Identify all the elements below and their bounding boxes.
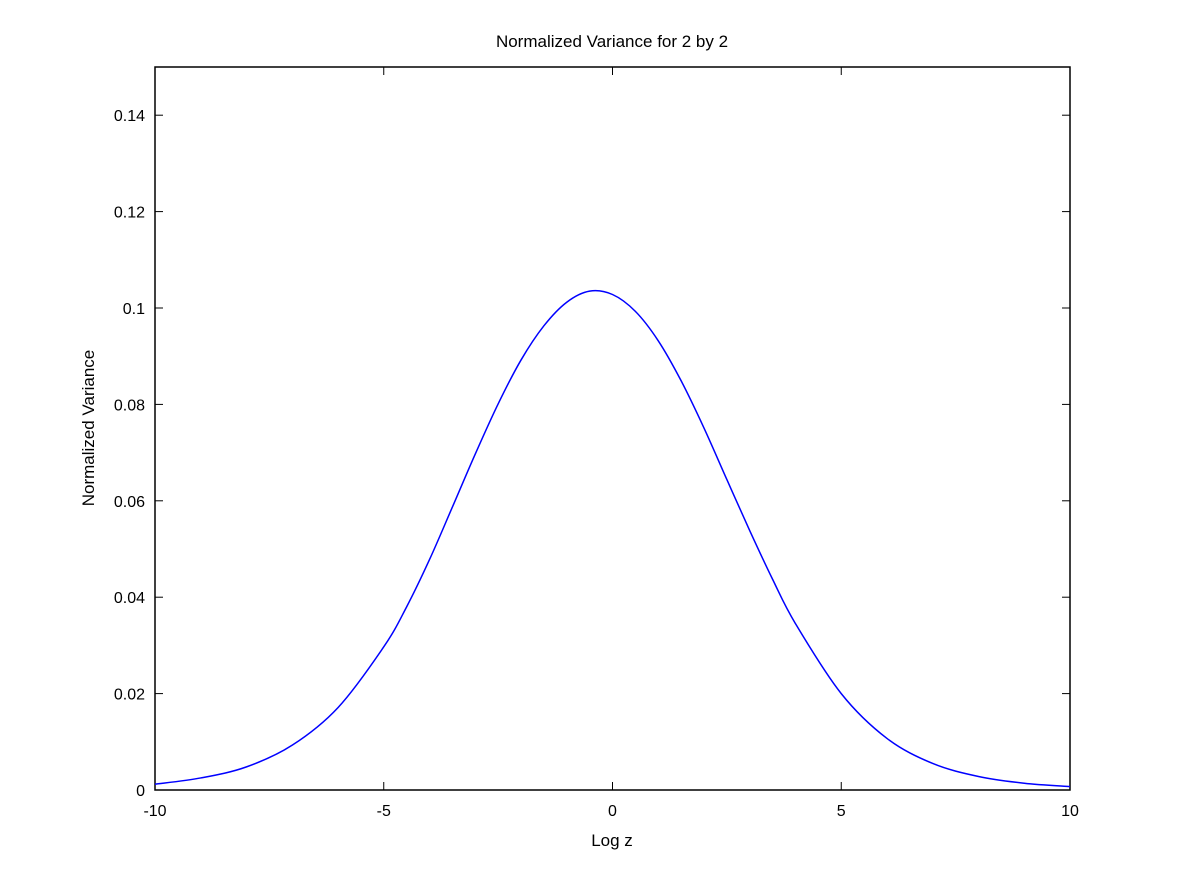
y-tick-label: 0.04	[114, 590, 145, 607]
y-tick-label: 0.12	[114, 205, 145, 222]
y-tick-label: 0.14	[114, 108, 145, 125]
y-tick-label: 0.06	[114, 494, 145, 511]
y-tick-label: 0	[136, 783, 145, 800]
x-tick-label: 5	[837, 803, 846, 820]
y-tick-label: 0.1	[123, 301, 145, 318]
x-tick-label: 0	[608, 803, 617, 820]
x-axis-label: Log z	[591, 831, 633, 850]
x-tick-label: 10	[1061, 803, 1079, 820]
y-axis-ticks: 0 0.02 0.04 0.06 0.08 0.1 0.12 0.14	[114, 108, 1070, 800]
y-tick-label: 0.08	[114, 397, 145, 414]
chart-title: Normalized Variance for 2 by 2	[496, 32, 728, 51]
x-axis-ticks: -10 -5 0 5 10	[143, 67, 1079, 820]
y-tick-label: 0.02	[114, 687, 145, 704]
x-tick-label: -5	[377, 803, 391, 820]
y-axis-label: Normalized Variance	[79, 350, 98, 507]
series-line	[154, 289, 1071, 788]
plot-frame	[154, 66, 1071, 791]
x-tick-label: -10	[143, 803, 166, 820]
